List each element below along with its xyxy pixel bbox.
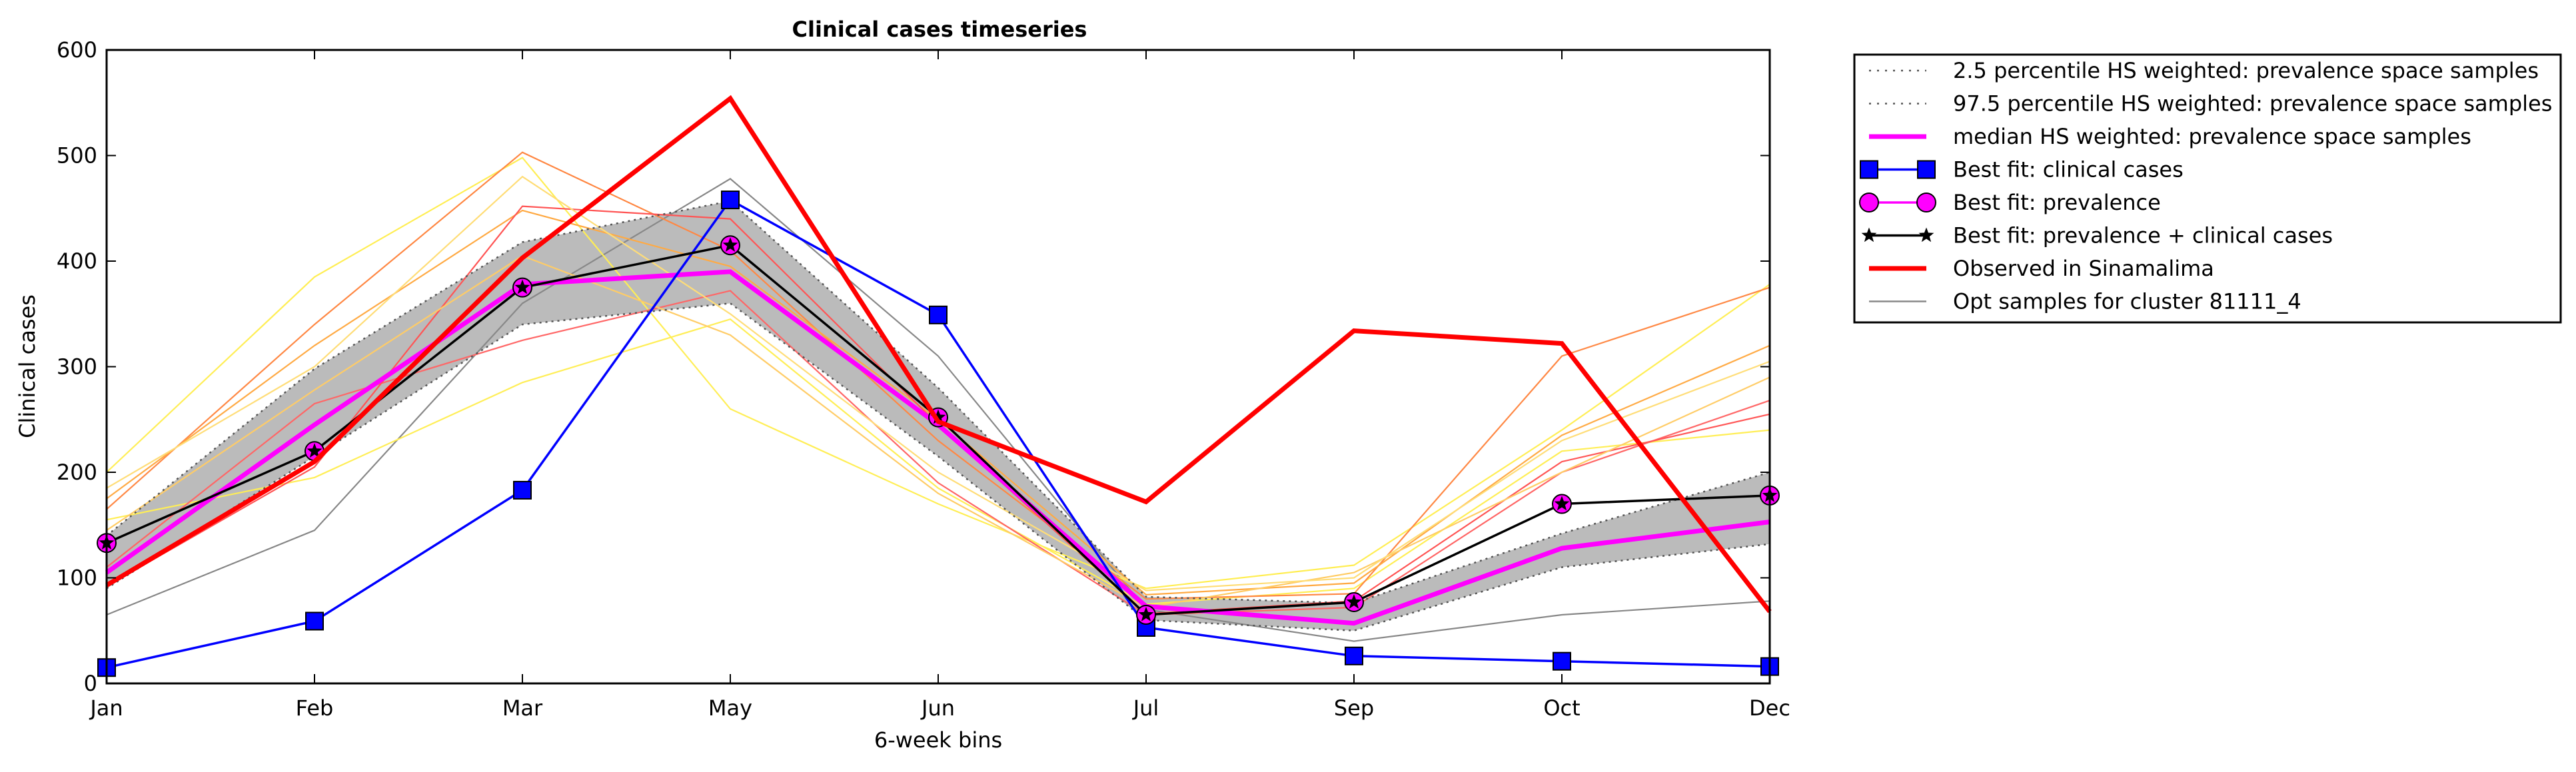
legend: 2.5 percentile HS weighted: prevalence s…: [1853, 53, 2562, 324]
series-line-p975: [106, 200, 1770, 604]
legend-entry: Best fit: prevalence + clinical cases: [1861, 223, 2333, 248]
sample-line-8: [106, 254, 1770, 609]
combined-marker-Jun: [930, 409, 946, 424]
legend-star-marker: [1861, 227, 1877, 242]
y-axis-label: Clinical cases: [15, 294, 40, 438]
clinical-marker-Mar: [513, 480, 532, 500]
x-tick-label: Oct: [1543, 695, 1580, 721]
y-tick-label: 500: [57, 143, 97, 169]
clinical-marker-Sep: [1345, 646, 1363, 665]
y-tick-label: 0: [84, 671, 97, 696]
clinical-marker-May: [721, 191, 740, 210]
legend-entry: Observed in Sinamalima: [1869, 256, 2214, 281]
legend-label: 97.5 percentile HS weighted: prevalence …: [1953, 91, 2552, 117]
legend-entry: median HS weighted: prevalence space sam…: [1869, 124, 2471, 149]
legend-label: Best fit: prevalence: [1953, 190, 2161, 215]
x-tick-label: Jan: [89, 695, 123, 721]
legend-label: 2.5 percentile HS weighted: prevalence s…: [1953, 58, 2539, 83]
legend-entry: 2.5 percentile HS weighted: prevalence s…: [1869, 58, 2539, 83]
plot-area: [97, 95, 1780, 677]
x-tick-label: Jun: [920, 695, 955, 721]
clinical-marker-Feb: [305, 611, 324, 631]
sample-line-5: [106, 290, 1770, 616]
series-line-observed: [105, 95, 1772, 613]
legend-label: Opt samples for cluster 81111_4: [1953, 289, 2301, 314]
y-tick-label: 600: [57, 37, 97, 63]
combined-marker-Sep: [1346, 594, 1362, 609]
legend-entry: Best fit: prevalence: [1859, 190, 2161, 215]
sample-line-9: [106, 175, 1770, 591]
y-tick-label: 300: [57, 354, 97, 380]
y-tick-label: 200: [57, 460, 97, 485]
combined-marker-Feb: [307, 443, 322, 458]
x-tick-label: May: [708, 695, 752, 721]
x-tick-label: Jul: [1132, 695, 1159, 721]
series-line-p025: [106, 302, 1770, 632]
x-tick-label: Feb: [296, 695, 334, 721]
x-tick-label: Dec: [1749, 695, 1790, 721]
x-tick-label: Mar: [502, 695, 543, 721]
legend-square-marker: [1917, 160, 1936, 179]
sample-line-4: [106, 151, 1770, 600]
combined-marker-Oct: [1554, 496, 1570, 511]
legend-label: median HS weighted: prevalence space sam…: [1953, 124, 2471, 149]
legend-label: Best fit: clinical cases: [1953, 157, 2184, 183]
combined-marker-Mar: [514, 279, 530, 294]
legend-box: [1853, 53, 2562, 324]
legend-entry: 97.5 percentile HS weighted: prevalence …: [1869, 91, 2552, 117]
clinical-marker-Oct: [1553, 651, 1571, 671]
chart-title: Clinical cases timeseries: [792, 17, 1087, 42]
sample-line-1: [106, 178, 1770, 642]
legend-square-marker: [1860, 160, 1878, 179]
legend-entry: Opt samples for cluster 81111_4: [1869, 289, 2301, 314]
legend-circle-marker: [1916, 193, 1936, 212]
sample-line-3: [106, 318, 1770, 605]
clinical-marker-Jun: [929, 305, 948, 324]
axes: Jan Feb Mar May Jun Jul Sep Oct Dec 0 100 200 300 400…: [57, 37, 1790, 721]
sample-line-2: [106, 157, 1770, 589]
combined-marker-May: [722, 237, 738, 252]
y-tick-label: 100: [57, 566, 97, 591]
legend-circle-marker: [1859, 193, 1879, 212]
legend-entry: Best fit: clinical cases: [1860, 157, 2184, 183]
legend-label: Observed in Sinamalima: [1953, 256, 2214, 281]
legend-star-marker: [1918, 227, 1934, 242]
y-tick-label: 400: [57, 248, 97, 274]
x-tick-label: Sep: [1334, 695, 1374, 721]
x-axis-label: 6-week bins: [874, 727, 1002, 753]
legend-label: Best fit: prevalence + clinical cases: [1953, 223, 2333, 248]
combined-marker-Jul: [1138, 607, 1154, 621]
